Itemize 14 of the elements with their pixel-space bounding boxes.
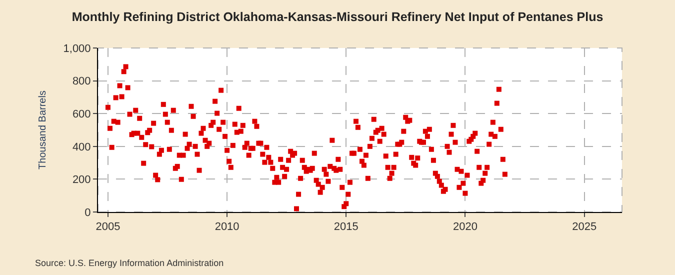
y-axis-title: Thousand Barrels — [37, 90, 48, 170]
x-tick-label: 2020 — [452, 221, 478, 234]
x-tick-label: 2025 — [572, 221, 597, 234]
y-tick-label: 400 — [72, 141, 91, 154]
source-note: Source: U.S. Energy Information Administration — [35, 258, 224, 268]
y-tick-label: 0 — [84, 206, 91, 219]
y-tick-label: 1,000 — [63, 42, 91, 55]
y-tick-label: 600 — [72, 108, 91, 120]
chart-title: Monthly Refining District Oklahoma-Kansas-Missouri Refinery Net Input of Pentanes Plus — [72, 10, 604, 24]
x-tick-label: 2015 — [334, 221, 358, 234]
y-tick-label: 200 — [72, 174, 91, 186]
y-tick-label: 800 — [72, 76, 91, 88]
x-tick-label: 2010 — [214, 221, 240, 234]
x-tick-label: 2005 — [96, 221, 120, 234]
